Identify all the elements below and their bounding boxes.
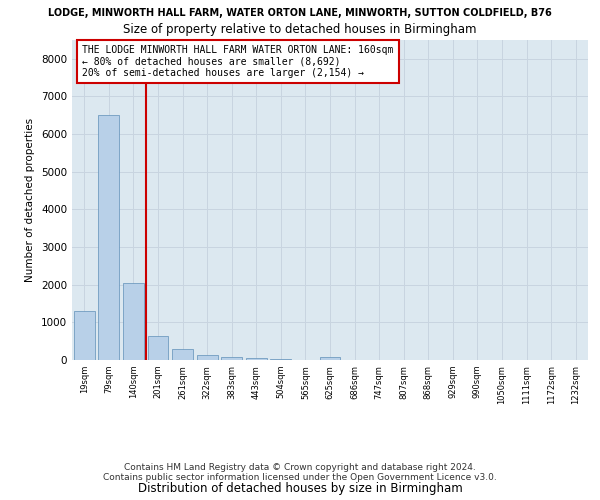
Bar [172,349,193,360]
Text: LODGE, MINWORTH HALL FARM, WATER ORTON LANE, MINWORTH, SUTTON COLDFIELD, B76: LODGE, MINWORTH HALL FARM, WATER ORTON L… [48,8,552,18]
Bar [98,116,119,360]
Text: Contains public sector information licensed under the Open Government Licence v3: Contains public sector information licen… [103,474,497,482]
Bar [221,357,242,360]
Text: Size of property relative to detached houses in Birmingham: Size of property relative to detached ho… [123,22,477,36]
Text: Distribution of detached houses by size in Birmingham: Distribution of detached houses by size … [137,482,463,495]
Y-axis label: Number of detached properties: Number of detached properties [25,118,35,282]
Bar [148,336,169,360]
Text: THE LODGE MINWORTH HALL FARM WATER ORTON LANE: 160sqm
← 80% of detached houses a: THE LODGE MINWORTH HALL FARM WATER ORTON… [82,45,394,78]
Text: Contains HM Land Registry data © Crown copyright and database right 2024.: Contains HM Land Registry data © Crown c… [124,464,476,472]
Bar [246,358,267,360]
Bar [123,283,144,360]
Bar [197,355,218,360]
Bar [320,358,340,360]
Bar [74,311,95,360]
Bar [271,359,292,360]
